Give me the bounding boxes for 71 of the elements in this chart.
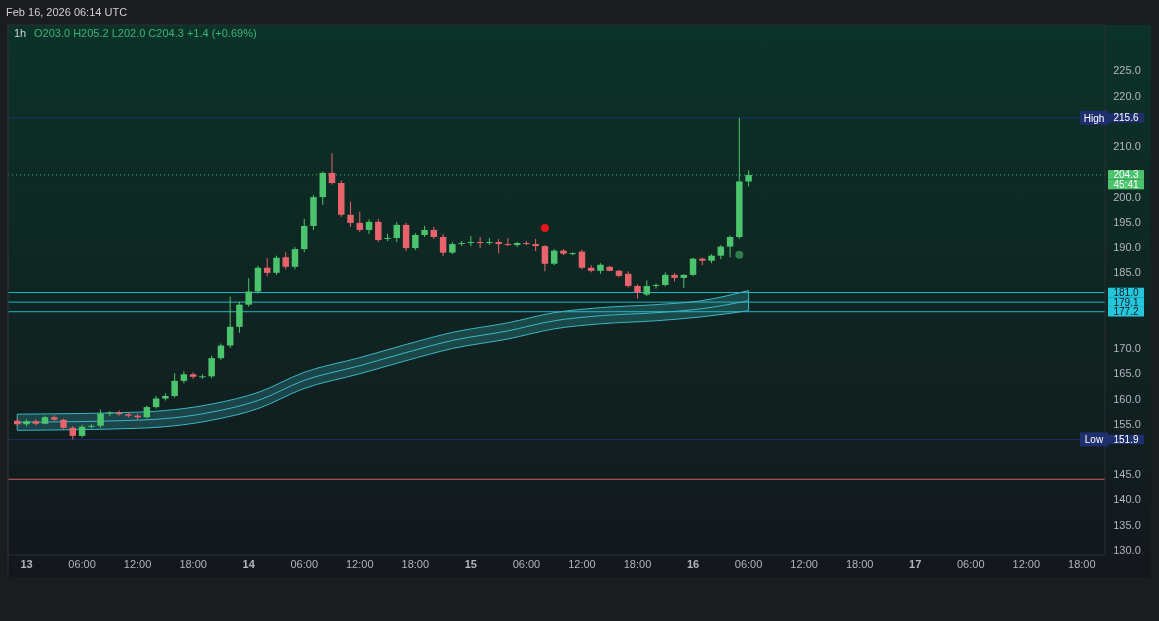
y-tick-label: 185.0 [1113, 266, 1141, 279]
candlestick [291, 246, 299, 270]
y2-tick-label: 215.6 [1113, 112, 1139, 124]
candlestick [263, 257, 271, 277]
x-tick-label: 14 [242, 558, 256, 570]
x-tick-label: 12:00 [568, 558, 596, 570]
y-tick-label: 145.0 [1113, 468, 1141, 481]
x-tick-label: 12:00 [346, 558, 374, 570]
candlestick [171, 372, 178, 399]
candlestick [301, 218, 308, 253]
y-tick-label: 135.0 [1113, 518, 1141, 531]
x-tick-label: 12:00 [1012, 558, 1041, 570]
y-tick-label: 225.0 [1113, 64, 1141, 77]
x-tick-label: 18:00 [845, 558, 874, 570]
candlestick [97, 409, 104, 429]
candlestick [375, 218, 382, 243]
x-tick-label: 06:00 [68, 558, 96, 570]
candlestick [189, 371, 197, 380]
y-tick-label: 170.0 [1113, 342, 1141, 355]
x-tick-label: 18:00 [1068, 558, 1096, 570]
candlestick [356, 211, 364, 233]
y-tick-label: 140.0 [1113, 493, 1141, 506]
y-tick-label: 190.0 [1113, 241, 1141, 254]
candlestick [365, 218, 373, 235]
chart-title: 1h [14, 27, 27, 39]
candlestick [347, 201, 354, 228]
y2-tick-label: 179.1 [1113, 296, 1139, 308]
x-tick-label: 17 [909, 558, 922, 570]
y-tick-label: 195.0 [1113, 215, 1141, 228]
x-tick-label: 06:00 [512, 558, 541, 570]
candlestick [402, 222, 410, 252]
candlestick [208, 355, 215, 379]
candlestick [254, 265, 262, 295]
x-tick-label: 18:00 [401, 558, 430, 570]
y2-tick-label: 204.3 [1113, 169, 1139, 181]
text: Feb 16, 2026 06:14 UTC [6, 6, 128, 18]
x-tick-label: 18:00 [179, 558, 207, 570]
ref-line-label: Low [1084, 434, 1104, 446]
x-tick-label: 12:00 [790, 558, 818, 570]
candlestick [726, 234, 734, 258]
candlestick [541, 244, 549, 272]
candlestick [245, 277, 252, 308]
y-tick-label: 130.0 [1113, 543, 1141, 556]
x-tick-label: 12:00 [123, 558, 152, 570]
candlestick [689, 257, 697, 277]
y-tick-label: 155.0 [1113, 417, 1141, 430]
y-tick-label: 220.0 [1113, 89, 1141, 102]
x-tick-label: 16 [686, 558, 700, 570]
ref-line-label: High [1083, 112, 1105, 124]
y-tick-label: 210.0 [1113, 140, 1141, 153]
candlestick [328, 152, 336, 185]
x-tick-label: 06:00 [290, 558, 318, 570]
candlestick [236, 301, 243, 334]
candlestick [226, 296, 234, 349]
y2-tick-label: 177.2 [1113, 306, 1139, 318]
x-tick-label: 06:00 [734, 558, 763, 570]
candlestick [273, 255, 280, 276]
text: 45:41 [1113, 179, 1139, 191]
candlestick [393, 221, 401, 243]
candlestick [578, 249, 586, 270]
x-tick-label: 13 [20, 558, 33, 570]
y2-tick-label: 151.9 [1113, 433, 1139, 445]
y-tick-label: 160.0 [1113, 392, 1141, 405]
x-tick-label: 06:00 [957, 558, 985, 570]
candlestick [439, 233, 447, 257]
y-tick-label: 200.0 [1113, 190, 1141, 203]
x-tick-label: 15 [464, 558, 477, 570]
y-tick-label: 165.0 [1113, 367, 1141, 380]
y2-tick-label: 181.0 [1113, 287, 1139, 299]
x-tick-label: 18:00 [623, 558, 652, 570]
chart-subtitle: O203.0 H205.2 L202.0 C204.3 +1.4 (+0.69%) [34, 27, 257, 39]
